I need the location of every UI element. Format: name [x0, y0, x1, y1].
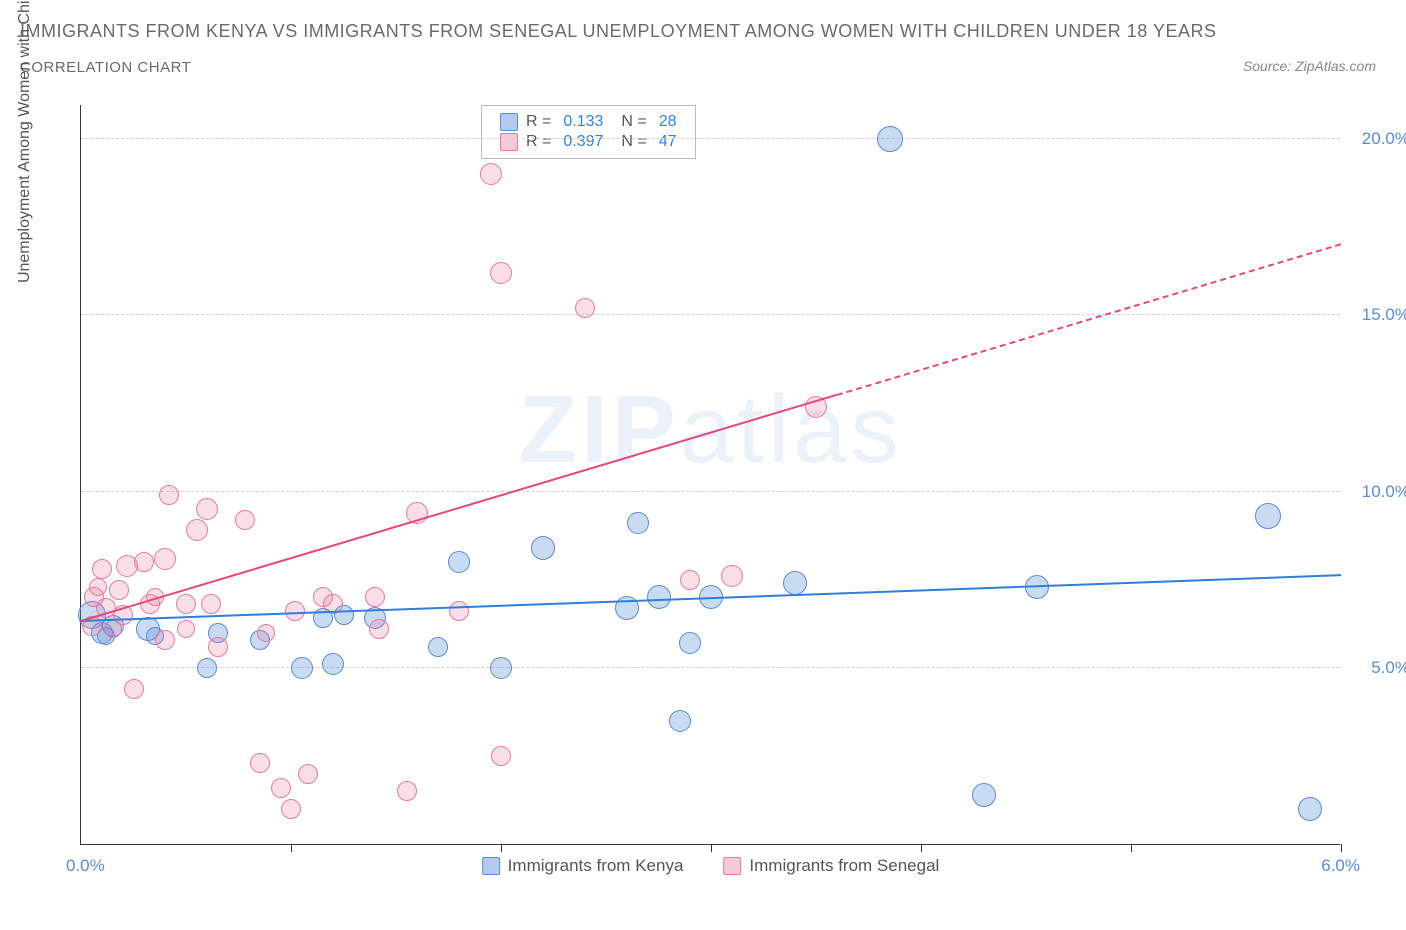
trendline — [81, 394, 838, 622]
source-attribution: Source: ZipAtlas.com — [1243, 58, 1376, 74]
scatter-point — [250, 753, 270, 773]
watermark-bold: ZIP — [518, 376, 679, 483]
scatter-point — [531, 536, 555, 560]
scatter-point — [89, 578, 107, 596]
legend-label: Immigrants from Senegal — [749, 856, 939, 876]
scatter-point — [669, 710, 691, 732]
scatter-point — [291, 657, 313, 679]
x-axis-max: 6.0% — [1321, 856, 1360, 876]
y-tick-label: 5.0% — [1371, 658, 1406, 678]
scatter-point — [257, 624, 275, 642]
scatter-point — [397, 781, 417, 801]
legend-item-kenya: Immigrants from Kenya — [482, 856, 684, 876]
x-tick — [1341, 844, 1342, 852]
plot-area: ZIPatlas R = 0.133 N = 28 R = 0.397 N = … — [80, 105, 1340, 845]
scatter-point — [448, 551, 470, 573]
scatter-point — [490, 262, 512, 284]
scatter-point — [177, 620, 195, 638]
x-tick — [501, 844, 502, 852]
chart-container: Unemployment Among Women with Children U… — [60, 95, 1386, 885]
scatter-point — [208, 637, 228, 657]
trendline — [837, 243, 1342, 396]
stat-r-label: R = — [526, 113, 551, 131]
scatter-point — [109, 580, 129, 600]
scatter-point — [134, 552, 154, 572]
gridline — [81, 314, 1340, 315]
swatch-icon — [500, 113, 518, 131]
scatter-point — [196, 498, 218, 520]
scatter-point — [575, 298, 595, 318]
scatter-point — [369, 619, 389, 639]
stats-box: R = 0.133 N = 28 R = 0.397 N = 47 — [481, 105, 696, 159]
scatter-point — [365, 587, 385, 607]
y-tick-label: 15.0% — [1362, 305, 1406, 325]
stats-row-kenya: R = 0.133 N = 28 — [500, 113, 677, 131]
scatter-point — [186, 519, 208, 541]
swatch-icon — [482, 857, 500, 875]
gridline — [81, 491, 1340, 492]
scatter-point — [124, 679, 144, 699]
stat-n-label: N = — [621, 133, 646, 151]
stat-n-label: N = — [621, 113, 646, 131]
scatter-point — [197, 658, 217, 678]
scatter-point — [1298, 797, 1322, 821]
swatch-icon — [723, 857, 741, 875]
scatter-point — [449, 601, 469, 621]
scatter-point — [783, 571, 807, 595]
scatter-point — [972, 783, 996, 807]
scatter-point — [679, 632, 701, 654]
gridline — [81, 667, 1340, 668]
legend-label: Immigrants from Kenya — [508, 856, 684, 876]
scatter-point — [491, 746, 511, 766]
scatter-point — [490, 657, 512, 679]
chart-subtitle: CORRELATION CHART — [20, 59, 1386, 76]
scatter-point — [92, 559, 112, 579]
y-tick-label: 20.0% — [1362, 129, 1406, 149]
legend: Immigrants from Kenya Immigrants from Se… — [482, 856, 940, 876]
trendline — [81, 574, 1341, 622]
x-tick — [1131, 844, 1132, 852]
scatter-point — [877, 126, 903, 152]
gridline — [81, 138, 1340, 139]
scatter-point — [154, 548, 176, 570]
stat-r-value: 0.133 — [563, 113, 603, 131]
scatter-point — [647, 585, 671, 609]
stat-r-value: 0.397 — [563, 133, 603, 151]
chart-title: IMMIGRANTS FROM KENYA VS IMMIGRANTS FROM… — [20, 18, 1386, 45]
y-axis-label: Unemployment Among Women with Children U… — [16, 0, 34, 283]
scatter-point — [322, 653, 344, 675]
stat-r-label: R = — [526, 133, 551, 151]
scatter-point — [155, 630, 175, 650]
stat-n-value: 28 — [659, 113, 677, 131]
scatter-point — [271, 778, 291, 798]
scatter-point — [721, 565, 743, 587]
scatter-point — [1255, 503, 1281, 529]
x-tick — [711, 844, 712, 852]
stats-row-senegal: R = 0.397 N = 47 — [500, 133, 677, 151]
scatter-point — [176, 594, 196, 614]
scatter-point — [627, 512, 649, 534]
scatter-point — [480, 163, 502, 185]
scatter-point — [428, 637, 448, 657]
x-tick — [921, 844, 922, 852]
x-tick — [291, 844, 292, 852]
legend-item-senegal: Immigrants from Senegal — [723, 856, 939, 876]
scatter-point — [201, 594, 221, 614]
scatter-point — [159, 485, 179, 505]
swatch-icon — [500, 133, 518, 151]
scatter-point — [281, 799, 301, 819]
stat-n-value: 47 — [659, 133, 677, 151]
x-axis-origin: 0.0% — [66, 856, 105, 876]
scatter-point — [680, 570, 700, 590]
scatter-point — [298, 764, 318, 784]
scatter-point — [235, 510, 255, 530]
y-tick-label: 10.0% — [1362, 482, 1406, 502]
